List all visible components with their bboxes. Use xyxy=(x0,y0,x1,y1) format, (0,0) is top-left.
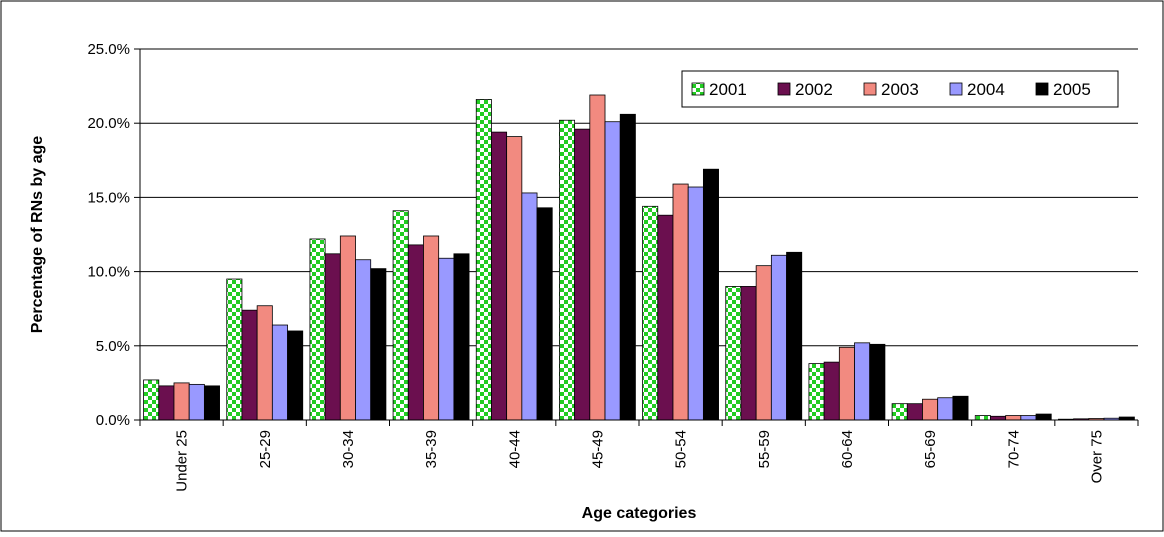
bar-2005-35-39 xyxy=(453,253,470,421)
bar-2001-55-59 xyxy=(725,286,742,421)
y-tick-label: 10.0% xyxy=(87,264,130,281)
x-tick-label: 55-59 xyxy=(756,430,773,468)
bar-2004-30-34 xyxy=(355,259,372,421)
bar-2003-35-39 xyxy=(423,235,440,421)
y-tick-label: 20.0% xyxy=(87,115,130,132)
bar-2001-30-34 xyxy=(309,238,326,421)
bar-2002-60-64 xyxy=(823,361,840,421)
bar-2002-25-29 xyxy=(241,309,258,421)
bar-2004-45-49 xyxy=(604,121,621,421)
x-tick-label: 50-54 xyxy=(673,430,690,468)
bar-2004-25-29 xyxy=(271,324,288,421)
bar-2003-under-25 xyxy=(173,382,190,421)
legend-label-2001: 2001 xyxy=(709,80,747,99)
bar-2005-60-64 xyxy=(869,343,886,421)
legend-swatch-2004 xyxy=(949,82,963,96)
bar-2003-55-59 xyxy=(755,265,772,421)
y-tick-labels: 0.0% 5.0% 10.0% 15.0% 20.0% 25.0% xyxy=(87,41,130,429)
y-tick-label: 25.0% xyxy=(87,41,130,58)
bar-2002-50-54 xyxy=(657,214,674,421)
bar-2002-35-39 xyxy=(407,244,424,421)
legend-label-2003: 2003 xyxy=(881,80,919,99)
bar-2001-65-69 xyxy=(891,403,908,421)
bar-2005-70-74 xyxy=(1035,413,1052,421)
bar-2001-40-44 xyxy=(475,99,492,421)
legend-swatch-2001 xyxy=(691,82,705,96)
bar-2003-65-69 xyxy=(922,398,939,421)
bar-2005-under-25 xyxy=(203,385,220,421)
bar-2001-60-64 xyxy=(808,363,825,421)
bar-2004-65-69 xyxy=(937,397,954,421)
bar-2004-55-59 xyxy=(770,254,787,421)
bar-2001-70-74 xyxy=(974,415,991,421)
bar-2003-45-49 xyxy=(589,94,606,421)
legend: 2001 2002 2003 2004 2005 xyxy=(681,70,1119,108)
x-tick-label: Over 75 xyxy=(1088,430,1105,483)
bar-2003-70-74 xyxy=(1005,415,1022,421)
bar-2002-30-34 xyxy=(324,253,341,421)
bar-2005-55-59 xyxy=(786,251,803,421)
bar-2002-65-69 xyxy=(906,403,923,421)
legend-swatch-2003 xyxy=(863,82,877,96)
bar-2004-under-25 xyxy=(188,383,205,421)
bar-2001-25-29 xyxy=(226,278,243,421)
x-tick-label: Under 25 xyxy=(174,430,191,492)
bar-2002-70-74 xyxy=(990,415,1007,421)
legend-swatch-2002 xyxy=(777,82,791,96)
bar-2001-45-49 xyxy=(559,119,576,421)
bar-2001-35-39 xyxy=(392,210,409,421)
bar-2005-40-44 xyxy=(536,207,553,421)
bar-2003-50-54 xyxy=(672,183,689,421)
bar-2002-45-49 xyxy=(574,128,591,421)
x-tick-label: 40-44 xyxy=(506,430,523,468)
y-tick-label: 5.0% xyxy=(96,338,130,355)
bar-2001-50-54 xyxy=(642,205,659,421)
legend-label-2005: 2005 xyxy=(1053,80,1091,99)
x-tick-label: 65-69 xyxy=(922,430,939,468)
bar-2005-25-29 xyxy=(287,330,304,421)
bar-2005-50-54 xyxy=(702,168,719,421)
bar-2004-50-54 xyxy=(687,186,704,421)
x-tick-label: 60-64 xyxy=(839,430,856,468)
y-tick-label: 15.0% xyxy=(87,189,130,206)
bar-2002-under-25 xyxy=(158,385,175,421)
gridlines xyxy=(140,48,1138,347)
bar-2003-25-29 xyxy=(256,305,273,421)
y-tick-label: 0.0% xyxy=(96,412,130,429)
bar-2005-45-49 xyxy=(619,113,636,421)
bar-2004-60-64 xyxy=(854,342,871,421)
bar-2002-55-59 xyxy=(740,286,757,421)
axes xyxy=(134,48,1139,426)
x-tick-labels: Under 25 25-29 30-34 35-39 40-44 45-49 50-54 55… xyxy=(174,430,1106,492)
bar-2004-35-39 xyxy=(438,257,455,421)
legend-label-2002: 2002 xyxy=(795,80,833,99)
legend-swatch-2005 xyxy=(1035,82,1049,96)
bar-2001-under-25 xyxy=(143,379,160,421)
x-tick-label: 30-34 xyxy=(340,430,357,468)
bar-2004-70-74 xyxy=(1020,415,1037,421)
x-tick-label: 35-39 xyxy=(423,430,440,468)
bar-2002-40-44 xyxy=(491,131,508,421)
bar-2003-30-34 xyxy=(339,235,356,421)
bar-2005-65-69 xyxy=(952,395,969,421)
x-tick-label: 45-49 xyxy=(589,430,606,468)
bar-2004-40-44 xyxy=(521,192,538,421)
x-tick-label: 70-74 xyxy=(1005,430,1022,468)
bars xyxy=(143,94,1135,421)
bar-2005-30-34 xyxy=(370,268,387,421)
bar-2003-40-44 xyxy=(506,136,523,421)
y-axis-label: Percentage of RNs by age xyxy=(29,136,46,334)
legend-label-2004: 2004 xyxy=(967,80,1005,99)
x-axis-label: Age categories xyxy=(582,505,697,522)
bar-2003-60-64 xyxy=(838,346,855,421)
x-tick-label: 25-29 xyxy=(257,430,274,468)
